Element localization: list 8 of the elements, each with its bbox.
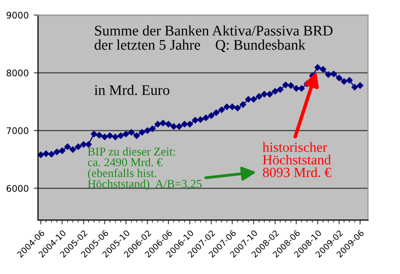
annotation: BIP zu dieser Zeit: ca. 2490 Mrd. € (ebenfalls hist. Höchststand) A/B=3,25 [88,147,202,190]
y-tick-label: 6000 [6,185,28,192]
text: in Mrd. Euro [94,84,170,96]
annotation: historischer Höchststand 8093 Mrd. € [262,142,332,178]
y-tick-label: 7000 [6,127,28,134]
y-tick-label: 8000 [6,70,28,76]
text: Summe der Banken Aktiva/Passiva BRD der letzten 5 Jahre Q: Bundesbank [94,25,333,52]
y-tick-label: 9000 [6,12,28,19]
